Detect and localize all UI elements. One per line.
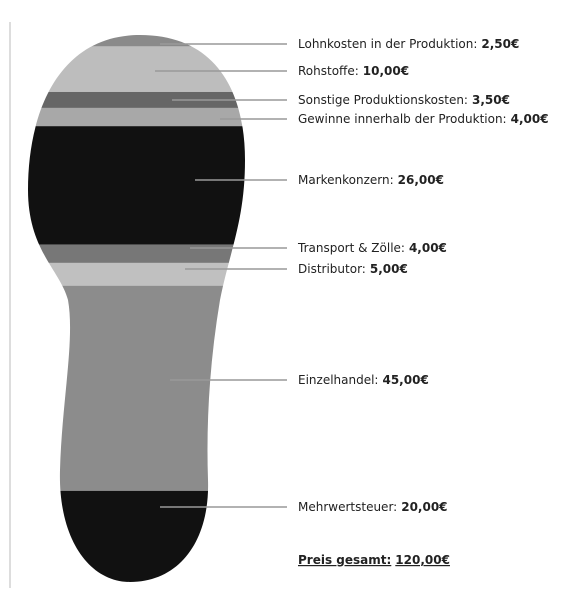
- label: Transport & Zölle: 4,00€: [297, 241, 447, 255]
- category: Transport & Zölle:: [297, 241, 405, 255]
- value-label: 2,50€: [481, 37, 519, 51]
- category: Distributor:: [298, 262, 366, 276]
- value-label: 4,00€: [511, 112, 549, 126]
- segment: [20, 108, 260, 126]
- chart: Lohnkosten in der Produktion: 2,50€ Rohsto…: [0, 0, 577, 590]
- value-label: 3,50€: [472, 93, 510, 107]
- segment: [20, 286, 260, 491]
- category: Rohstoffe:: [298, 64, 359, 78]
- segment: [20, 46, 260, 92]
- sole: [20, 35, 260, 582]
- total-value: 120,00€: [395, 553, 450, 567]
- segment: [20, 491, 260, 582]
- segment: [20, 263, 260, 286]
- category: Lohnkosten in der Produktion:: [298, 37, 477, 51]
- category: Einzelhandel:: [298, 373, 378, 387]
- category: Mehrwertsteuer:: [298, 500, 397, 514]
- label: Mehrwertsteuer: 20,00€: [298, 500, 448, 514]
- total-label: Preis gesamt:: [298, 553, 391, 567]
- value-label: 20,00€: [401, 500, 447, 514]
- value-label: 26,00€: [398, 173, 444, 187]
- label: Rohstoffe: 10,00€: [298, 64, 409, 78]
- category: Sonstige Produktionskosten:: [298, 93, 468, 107]
- value-label: 5,00€: [370, 262, 408, 276]
- category: Gewinne innerhalb der Produktion:: [298, 112, 507, 126]
- label: Einzelhandel: 45,00€: [298, 373, 429, 387]
- label: Gewinne innerhalb der Produktion: 4,00€: [298, 112, 549, 126]
- label: Sonstige Produktionskosten: 3,50€: [298, 93, 510, 107]
- value-label: 10,00€: [363, 64, 409, 78]
- label: Lohnkosten in der Produktion: 2,50€: [298, 37, 519, 51]
- category: Markenkonzern:: [298, 173, 394, 187]
- value-label: 4,00€: [409, 241, 447, 255]
- label: Markenkonzern: 26,00€: [298, 173, 444, 187]
- total: Preis gesamt: 120,00€: [298, 553, 450, 567]
- segment: [20, 126, 260, 245]
- label: Distributor: 5,00€: [298, 262, 408, 276]
- value-label: 45,00€: [382, 373, 428, 387]
